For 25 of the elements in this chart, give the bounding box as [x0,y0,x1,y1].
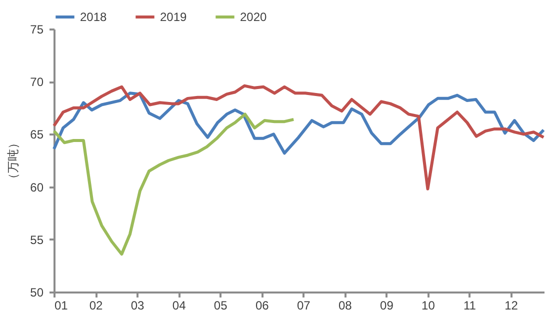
x-tick-label: 03 [130,298,145,312]
x-tick-label: 06 [255,298,270,312]
y-tick-label: 55 [30,232,44,247]
line-series [52,92,546,155]
x-tick-label: 12 [504,298,518,312]
x-tick-label: 08 [338,298,352,312]
legend-label: 2019 [160,10,188,24]
x-tick-label: 07 [296,298,311,312]
x-tick-label: 10 [422,298,436,312]
y-tick-label: 60 [30,180,44,194]
line-series [52,112,296,256]
y-tick-label: 75 [30,22,44,36]
x-tick-label: 04 [172,298,186,312]
y-tick-label: 70 [30,75,44,90]
y-tick-label: 65 [30,128,44,142]
y-tick-label: 50 [30,286,44,300]
y-axis-title: （万吨） [6,137,20,185]
x-tick-label: 11 [464,298,476,312]
line-series [52,84,546,190]
x-tick-label: 02 [89,298,104,312]
x-tick-label: 05 [214,298,228,312]
x-tick-label: 09 [380,298,394,312]
legend-label: 2018 [80,10,108,24]
legend-label: 2020 [240,10,268,24]
x-tick-label: 01 [54,298,68,312]
